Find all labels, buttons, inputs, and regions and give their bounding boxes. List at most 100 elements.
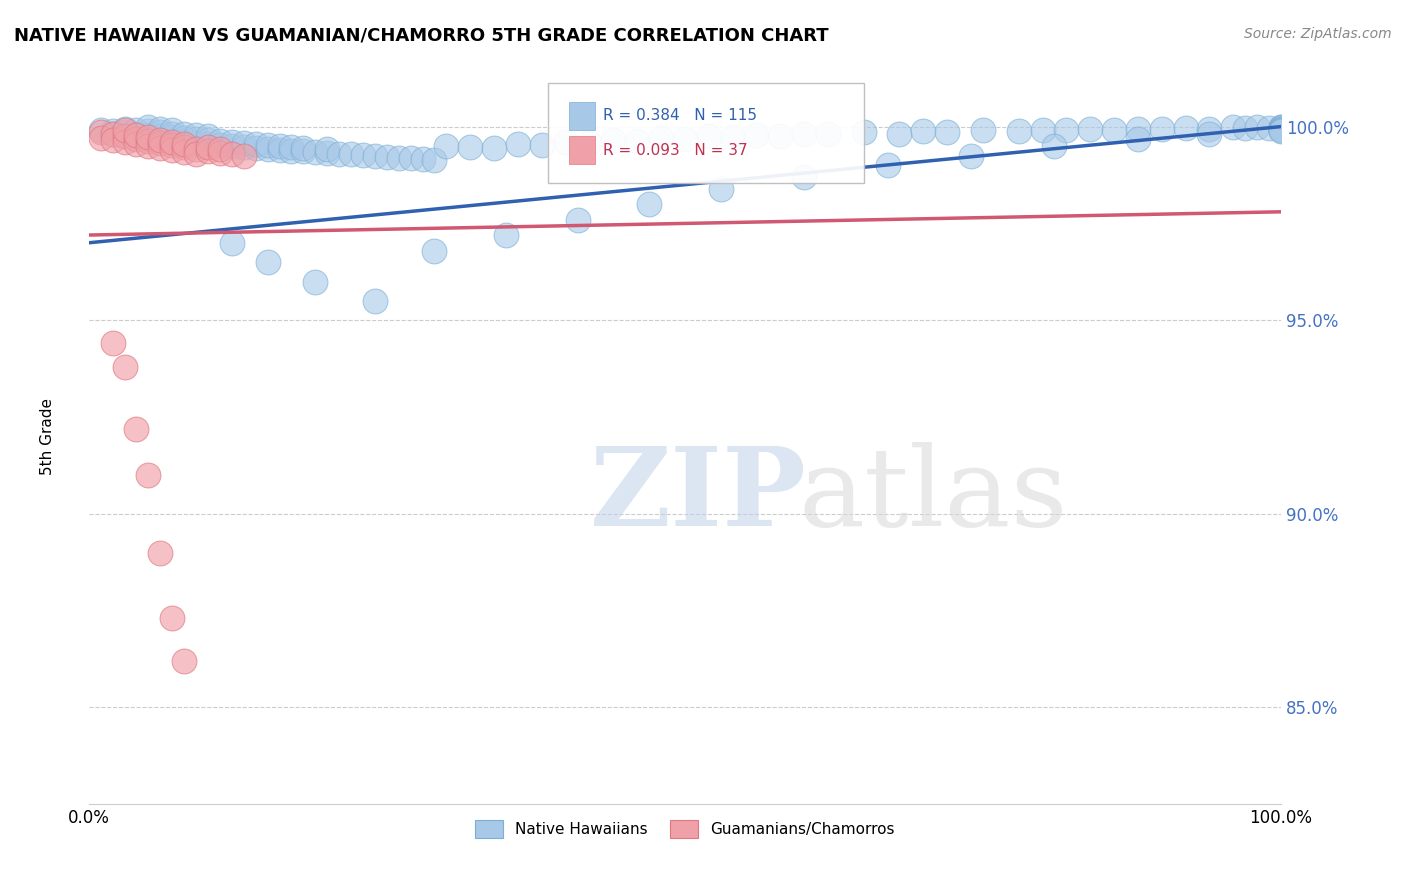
Point	[364, 293, 387, 308]
Point	[160, 137, 183, 152]
Point	[817, 128, 839, 142]
Point	[626, 134, 648, 148]
Point	[125, 136, 148, 151]
Point	[436, 139, 458, 153]
Point	[1270, 122, 1292, 136]
Point	[101, 133, 124, 147]
Point	[364, 149, 387, 163]
Point	[138, 124, 160, 138]
Point	[125, 122, 148, 136]
Point	[149, 133, 172, 147]
Point	[232, 140, 254, 154]
Point	[316, 142, 339, 156]
Point	[90, 123, 112, 137]
Point	[697, 129, 720, 144]
Point	[638, 197, 661, 211]
Point	[173, 136, 195, 151]
Point	[710, 181, 733, 195]
Point	[197, 144, 219, 158]
FancyBboxPatch shape	[569, 102, 596, 129]
Point	[1270, 120, 1292, 134]
Point	[745, 128, 768, 142]
Point	[149, 121, 172, 136]
Point	[1054, 123, 1077, 137]
Point	[184, 136, 207, 150]
Point	[125, 127, 148, 141]
Point	[482, 140, 505, 154]
Point	[173, 131, 195, 145]
Point	[1008, 124, 1031, 138]
Point	[352, 148, 374, 162]
Point	[114, 123, 136, 137]
Point	[114, 135, 136, 149]
Point	[256, 142, 278, 156]
Point	[1258, 120, 1281, 135]
Point	[1270, 121, 1292, 136]
Point	[292, 145, 315, 159]
Point	[554, 135, 576, 149]
Point	[90, 125, 112, 139]
Text: atlas: atlas	[799, 442, 1067, 549]
Point	[1102, 122, 1125, 136]
Point	[160, 611, 183, 625]
Point	[173, 128, 195, 142]
Point	[160, 143, 183, 157]
Point	[160, 127, 183, 141]
Point	[388, 151, 411, 165]
Point	[114, 129, 136, 144]
Point	[149, 125, 172, 139]
Point	[495, 227, 517, 242]
Point	[673, 132, 696, 146]
Point	[506, 137, 529, 152]
Point	[1198, 127, 1220, 141]
Point	[1270, 120, 1292, 135]
Point	[125, 422, 148, 436]
Point	[101, 128, 124, 142]
Point	[138, 128, 160, 142]
Point	[328, 146, 350, 161]
Point	[1270, 122, 1292, 136]
Point	[1174, 120, 1197, 135]
Point	[114, 359, 136, 374]
Text: R = 0.093   N = 37: R = 0.093 N = 37	[603, 143, 747, 158]
Point	[160, 122, 183, 136]
Point	[1270, 124, 1292, 138]
Text: 5th Grade: 5th Grade	[39, 398, 55, 475]
Text: ZIP: ZIP	[589, 442, 806, 549]
Point	[221, 147, 243, 161]
Point	[160, 135, 183, 149]
FancyBboxPatch shape	[548, 83, 863, 183]
Point	[721, 130, 744, 145]
Point	[1126, 132, 1149, 146]
Point	[567, 212, 589, 227]
Point	[138, 468, 160, 483]
FancyBboxPatch shape	[569, 136, 596, 164]
Point	[114, 125, 136, 139]
Point	[269, 139, 291, 153]
Point	[138, 139, 160, 153]
Point	[149, 133, 172, 147]
Point	[1043, 139, 1066, 153]
Point	[960, 148, 983, 162]
Point	[1270, 123, 1292, 137]
Text: R = 0.384   N = 115: R = 0.384 N = 115	[603, 108, 756, 123]
Point	[125, 128, 148, 142]
Point	[221, 235, 243, 250]
Point	[292, 140, 315, 154]
Point	[173, 654, 195, 668]
Point	[149, 136, 172, 150]
Point	[197, 136, 219, 151]
Point	[304, 275, 326, 289]
Point	[125, 131, 148, 145]
Point	[184, 132, 207, 146]
Legend: Native Hawaiians, Guamanians/Chamorros: Native Hawaiians, Guamanians/Chamorros	[470, 814, 901, 845]
Point	[1031, 122, 1053, 136]
Point	[149, 546, 172, 560]
Text: NATIVE HAWAIIAN VS GUAMANIAN/CHAMORRO 5TH GRADE CORRELATION CHART: NATIVE HAWAIIAN VS GUAMANIAN/CHAMORRO 5T…	[14, 27, 828, 45]
Point	[197, 140, 219, 154]
Point	[173, 145, 195, 159]
Point	[184, 142, 207, 156]
Point	[114, 129, 136, 144]
Text: Source: ZipAtlas.com: Source: ZipAtlas.com	[1244, 27, 1392, 41]
Point	[423, 244, 446, 258]
